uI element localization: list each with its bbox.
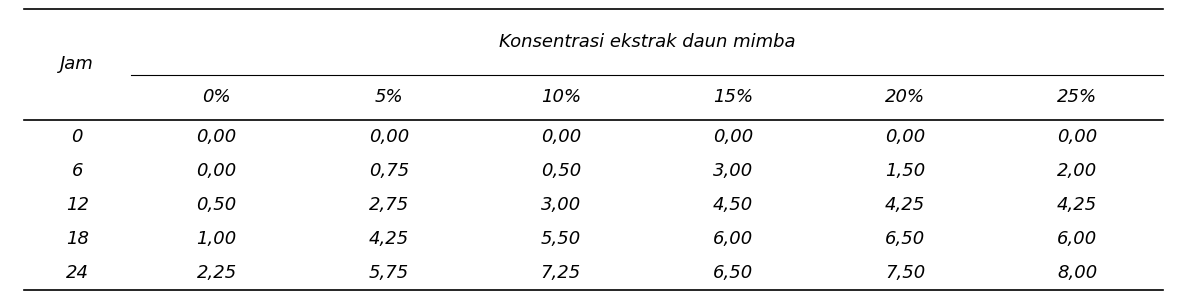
Text: 3,00: 3,00 (713, 162, 753, 180)
Text: 0,00: 0,00 (713, 128, 753, 146)
Text: 4,50: 4,50 (713, 196, 753, 214)
Text: Konsentrasi ekstrak daun mimba: Konsentrasi ekstrak daun mimba (499, 33, 795, 51)
Text: 0: 0 (71, 128, 83, 146)
Text: 4,25: 4,25 (369, 230, 408, 248)
Text: 6,00: 6,00 (1058, 230, 1097, 248)
Text: 0,50: 0,50 (541, 162, 580, 180)
Text: 2,00: 2,00 (1058, 162, 1097, 180)
Text: 0%: 0% (202, 88, 231, 106)
Text: 5,75: 5,75 (369, 264, 408, 282)
Text: 7,25: 7,25 (541, 264, 580, 282)
Text: 8,00: 8,00 (1058, 264, 1097, 282)
Text: 24: 24 (65, 264, 89, 282)
Text: 5,50: 5,50 (541, 230, 580, 248)
Text: 4,25: 4,25 (1058, 196, 1097, 214)
Text: 7,50: 7,50 (886, 264, 925, 282)
Text: 1,00: 1,00 (197, 230, 236, 248)
Text: 2,75: 2,75 (369, 196, 408, 214)
Text: 0,00: 0,00 (197, 162, 236, 180)
Text: Jam: Jam (61, 55, 94, 73)
Text: 6,50: 6,50 (713, 264, 753, 282)
Text: 6,50: 6,50 (886, 230, 925, 248)
Text: 6,00: 6,00 (713, 230, 753, 248)
Text: 5%: 5% (374, 88, 404, 106)
Text: 0,00: 0,00 (197, 128, 236, 146)
Text: 0,75: 0,75 (369, 162, 408, 180)
Text: 10%: 10% (541, 88, 580, 106)
Text: 1,50: 1,50 (886, 162, 925, 180)
Text: 18: 18 (65, 230, 89, 248)
Text: 0,00: 0,00 (886, 128, 925, 146)
Text: 20%: 20% (886, 88, 925, 106)
Text: 4,25: 4,25 (886, 196, 925, 214)
Text: 2,25: 2,25 (197, 264, 236, 282)
Text: 6: 6 (71, 162, 83, 180)
Text: 0,50: 0,50 (197, 196, 236, 214)
Text: 0,00: 0,00 (1058, 128, 1097, 146)
Text: 15%: 15% (713, 88, 753, 106)
Text: 0,00: 0,00 (541, 128, 580, 146)
Text: 12: 12 (65, 196, 89, 214)
Text: 3,00: 3,00 (541, 196, 580, 214)
Text: 0,00: 0,00 (369, 128, 408, 146)
Text: 25%: 25% (1058, 88, 1097, 106)
